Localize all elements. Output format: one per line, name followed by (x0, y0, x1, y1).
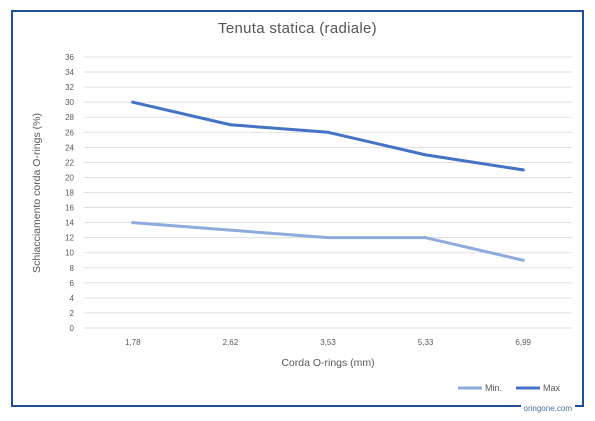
y-tick-label: 0 (70, 324, 75, 333)
chart-title: Tenuta statica (radiale) (218, 20, 377, 37)
legend-label: Min. (485, 383, 502, 393)
grid-lines (84, 56, 572, 329)
y-tick-label: 16 (65, 204, 74, 213)
data-point (521, 168, 525, 172)
x-axis-label: Corda O-rings (mm) (281, 357, 374, 369)
y-tick-label: 30 (65, 98, 74, 107)
chart-frame (11, 10, 584, 407)
series-line-0 (131, 221, 525, 262)
data-point (326, 130, 330, 134)
x-tick-label: 6,99 (515, 338, 531, 347)
y-tick-label: 28 (65, 113, 74, 122)
y-tick-label: 8 (70, 264, 75, 273)
watermark: oringone.com (520, 404, 575, 413)
data-point (424, 236, 428, 240)
y-tick-label: 12 (65, 234, 74, 243)
data-point (228, 228, 232, 232)
y-tick-label: 20 (65, 173, 74, 182)
series-line-1 (131, 100, 525, 172)
data-point (521, 258, 525, 262)
y-tick-label: 36 (65, 53, 74, 62)
y-tick-label: 22 (65, 158, 74, 167)
y-tick-label: 24 (65, 143, 74, 152)
y-tick-label: 2 (70, 309, 75, 318)
y-tick-label: 26 (65, 128, 74, 137)
data-point (424, 153, 428, 157)
series-lines (131, 100, 525, 262)
y-tick-label: 4 (70, 294, 75, 303)
x-tick-label: 5,33 (418, 338, 434, 347)
x-tick-label: 3,53 (320, 338, 336, 347)
y-tick-label: 34 (65, 68, 74, 77)
legend: Min. Max (458, 383, 561, 393)
y-tick-label: 32 (65, 83, 74, 92)
y-tick-label: 14 (65, 219, 74, 228)
y-axis-label: Schiacciamento corda O-rings (%) (31, 113, 43, 273)
x-tick-label: 2,62 (223, 338, 239, 347)
data-point (131, 100, 135, 104)
x-tick-label: 1,78 (125, 338, 141, 347)
y-tick-label: 10 (65, 249, 74, 258)
y-tick-label: 6 (70, 279, 75, 288)
data-point (228, 123, 232, 127)
legend-label: Max (543, 383, 561, 393)
x-tick-labels: 1,78 2,62 3,53 5,33 6,99 (125, 338, 532, 347)
y-tick-label: 18 (65, 189, 74, 198)
data-point (326, 236, 330, 240)
data-point (131, 221, 135, 225)
